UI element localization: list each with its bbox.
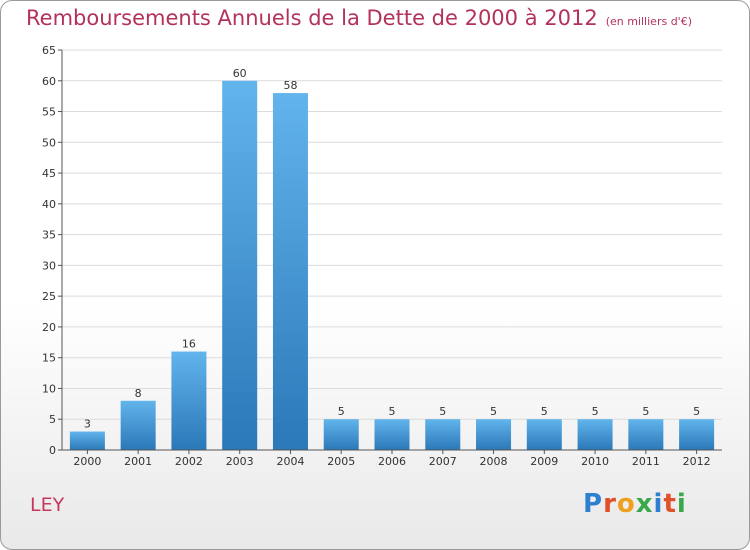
bars bbox=[69, 80, 715, 451]
bar bbox=[476, 419, 512, 450]
bar-value-label: 8 bbox=[135, 387, 142, 400]
logo-letter: o bbox=[616, 489, 636, 519]
bar bbox=[323, 419, 359, 450]
bar-value-label: 58 bbox=[283, 79, 297, 92]
x-tick-label: 2002 bbox=[175, 455, 203, 468]
x-tick-label: 2006 bbox=[378, 455, 406, 468]
bar bbox=[425, 419, 461, 450]
bar bbox=[679, 419, 715, 450]
bar bbox=[222, 80, 258, 451]
bar bbox=[272, 93, 308, 451]
y-tick-label: 45 bbox=[42, 167, 56, 180]
chart-unit-note: (en milliers d'€) bbox=[605, 15, 692, 28]
logo-letter: t bbox=[663, 489, 677, 519]
y-tick-label: 0 bbox=[49, 444, 56, 457]
bar bbox=[628, 419, 664, 450]
bar-value-label: 60 bbox=[233, 67, 247, 80]
logo-letter: P bbox=[583, 489, 604, 519]
y-tick-label: 30 bbox=[42, 259, 56, 272]
bar bbox=[69, 431, 105, 450]
bar-value-label: 5 bbox=[642, 405, 649, 418]
grid-lines bbox=[62, 49, 722, 451]
y-tick-label: 25 bbox=[42, 290, 56, 303]
chart-title-text: Remboursements Annuels de la Dette de 20… bbox=[26, 6, 598, 30]
logo-letter: x bbox=[635, 489, 654, 519]
x-tick-label: 2004 bbox=[276, 455, 304, 468]
bar bbox=[171, 351, 207, 450]
bar-value-label: 5 bbox=[592, 405, 599, 418]
bar-value-label: 5 bbox=[439, 405, 446, 418]
x-tick-label: 2003 bbox=[226, 455, 254, 468]
y-tick-label: 65 bbox=[42, 44, 56, 57]
x-tick-label: 2001 bbox=[124, 455, 152, 468]
chart-title: Remboursements Annuels de la Dette de 20… bbox=[26, 6, 692, 30]
bar-value-label: 3 bbox=[84, 418, 91, 431]
logo-letter: r bbox=[603, 489, 617, 519]
x-tick-label: 2000 bbox=[73, 455, 101, 468]
x-tick-label: 2007 bbox=[429, 455, 457, 468]
x-tick-label: 2009 bbox=[530, 455, 558, 468]
bar-value-label: 5 bbox=[490, 405, 497, 418]
bar-value-label: 5 bbox=[541, 405, 548, 418]
bar-value-label: 5 bbox=[693, 405, 700, 418]
y-tick-label: 55 bbox=[42, 106, 56, 119]
y-tick-label: 10 bbox=[42, 382, 56, 395]
logo-letter: i bbox=[676, 489, 687, 519]
proxiti-logo[interactable]: Proxiti bbox=[583, 489, 687, 519]
tick-labels: 0510152025303540455055606520003200182002… bbox=[42, 44, 711, 468]
bar bbox=[374, 419, 410, 450]
x-tick-label: 2012 bbox=[683, 455, 711, 468]
y-tick-label: 50 bbox=[42, 136, 56, 149]
logo-letter: i bbox=[653, 489, 664, 519]
bar bbox=[120, 400, 156, 450]
x-tick-label: 2011 bbox=[632, 455, 660, 468]
bar-value-label: 5 bbox=[338, 405, 345, 418]
axes bbox=[58, 49, 722, 454]
bar bbox=[526, 419, 562, 450]
y-tick-label: 20 bbox=[42, 321, 56, 334]
bar bbox=[577, 419, 613, 450]
x-tick-label: 2010 bbox=[581, 455, 609, 468]
y-tick-label: 60 bbox=[42, 75, 56, 88]
y-tick-label: 35 bbox=[42, 229, 56, 242]
bar-value-label: 16 bbox=[182, 338, 196, 351]
y-tick-label: 40 bbox=[42, 198, 56, 211]
commune-name: LEY bbox=[30, 494, 65, 516]
x-tick-label: 2008 bbox=[480, 455, 508, 468]
y-tick-label: 5 bbox=[49, 413, 56, 426]
bar-value-label: 5 bbox=[389, 405, 396, 418]
x-tick-label: 2005 bbox=[327, 455, 355, 468]
y-tick-label: 15 bbox=[42, 352, 56, 365]
